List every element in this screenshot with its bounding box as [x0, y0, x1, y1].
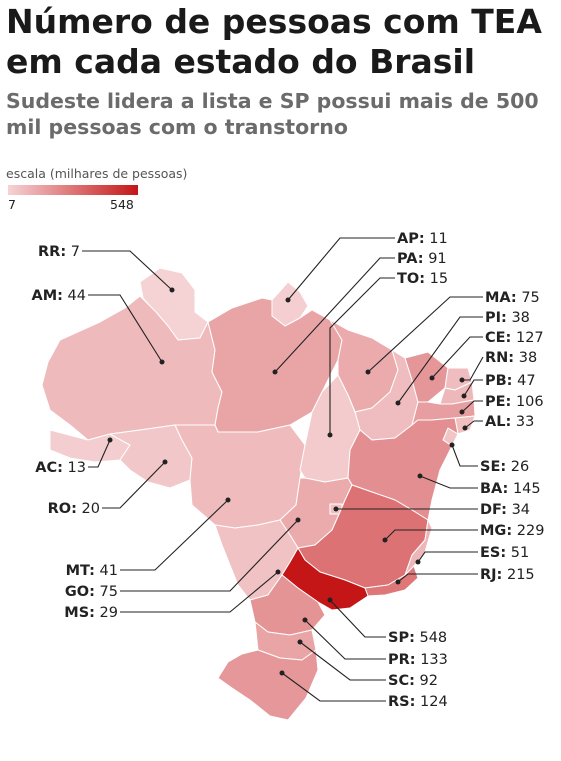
leader-dot-rs	[279, 670, 285, 676]
leader-mg	[384, 529, 478, 541]
leader-sc	[299, 641, 386, 681]
leader-dot-df	[333, 506, 339, 512]
label-rs: RS: 124	[388, 694, 448, 710]
leader-rr	[82, 250, 173, 291]
label-pr: PR: 133	[388, 652, 448, 668]
leader-dot-ce	[429, 375, 435, 381]
scale-min-label: 7	[8, 197, 16, 212]
leader-ma	[367, 296, 483, 373]
label-rj: RJ: 215	[480, 567, 535, 583]
leader-pe	[461, 400, 483, 413]
label-to: TO: 15	[397, 271, 448, 287]
label-al: AL: 33	[485, 414, 534, 430]
label-sc: SC: 92	[388, 673, 438, 689]
leader-pr	[304, 619, 386, 660]
label-mg: MG: 229	[480, 523, 544, 539]
label-ro: RO: 20	[48, 501, 100, 517]
state-shape-ro[interactable]	[109, 424, 193, 489]
label-pb: PB: 47	[485, 373, 536, 389]
leader-ro	[102, 461, 166, 509]
leader-ba	[419, 475, 478, 489]
leader-dot-pi	[395, 400, 401, 406]
leader-dot-pb	[461, 393, 467, 399]
leader-dot-pe	[459, 409, 465, 415]
leader-pb	[463, 379, 483, 397]
leader-dot-al	[462, 425, 468, 431]
leader-dot-pr	[302, 617, 308, 623]
label-rn: RN: 38	[485, 350, 537, 366]
leader-mt	[120, 499, 229, 571]
leader-dot-rr	[169, 287, 175, 293]
state-shape-rs[interactable]	[217, 649, 319, 721]
leader-dot-pa	[272, 369, 278, 375]
map-title: Número de pessoas com TEA em cada estado…	[6, 2, 542, 81]
leader-al	[464, 420, 483, 429]
state-shape-rj[interactable]	[364, 565, 419, 597]
leader-rj	[397, 573, 478, 583]
leader-pi	[397, 316, 483, 404]
leader-dot-se	[449, 442, 455, 448]
label-pa: PA: 91	[397, 251, 447, 267]
label-df: DF: 34	[480, 502, 530, 518]
label-pe: PE: 106	[485, 394, 544, 410]
leader-pa	[274, 257, 395, 373]
label-go: GO: 75	[65, 584, 118, 600]
leader-to	[329, 277, 395, 435]
leader-rs	[281, 672, 386, 702]
state-shape-ce[interactable]	[404, 351, 449, 403]
label-pi: PI: 38	[485, 310, 530, 326]
leader-dot-ac	[107, 437, 113, 443]
leader-ce	[431, 336, 483, 379]
leader-am	[88, 294, 163, 363]
leader-dot-ms	[275, 569, 281, 575]
label-rr: RR: 7	[38, 244, 80, 260]
leader-dot-ma	[365, 369, 371, 375]
leader-ms	[120, 571, 279, 613]
leader-dot-ba	[417, 473, 423, 479]
leader-dot-sc	[297, 639, 303, 645]
leader-go	[120, 519, 299, 592]
leader-ap	[287, 237, 395, 301]
label-mt: MT: 41	[66, 563, 118, 579]
label-ap: AP: 11	[397, 231, 448, 247]
label-se: SE: 26	[480, 459, 529, 475]
scale-label: escala (milhares de pessoas)	[6, 166, 188, 181]
leader-rn	[462, 356, 484, 381]
map-subtitle: Sudeste lidera a lista e SP possui mais …	[6, 89, 539, 139]
label-es: ES: 51	[480, 545, 529, 561]
leader-es	[417, 551, 478, 563]
leader-dot-sp	[327, 597, 333, 603]
label-ba: BA: 145	[480, 481, 541, 497]
leader-dot-ap	[285, 297, 291, 303]
label-ma: MA: 75	[485, 290, 540, 306]
leader-ac	[88, 439, 111, 468]
label-ce: CE: 127	[485, 330, 544, 346]
leader-dot-mt	[225, 497, 231, 503]
label-am: AM: 44	[31, 288, 86, 304]
label-sp: SP: 548	[388, 630, 447, 646]
state-shape-mt[interactable]	[174, 424, 306, 529]
leader-dot-es	[415, 559, 421, 565]
leader-dot-mg	[382, 537, 388, 543]
scale-gradient-bar	[8, 185, 138, 195]
scale-max-label: 548	[110, 197, 134, 212]
leader-dot-ro	[162, 459, 168, 465]
leader-dot-go	[295, 517, 301, 523]
leader-dot-am	[159, 359, 165, 365]
leader-dot-rj	[395, 579, 401, 585]
leader-dot-to	[327, 432, 333, 438]
label-ac: AC: 13	[35, 460, 86, 476]
leader-dot-rn	[459, 377, 465, 383]
leader-se	[451, 444, 478, 467]
label-ms: MS: 29	[64, 605, 118, 621]
leader-sp	[329, 599, 386, 638]
